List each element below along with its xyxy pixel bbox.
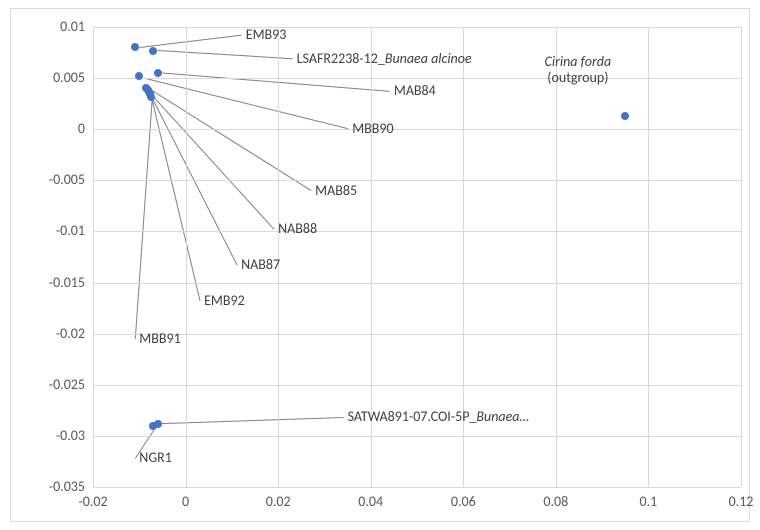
- data-label-MAB85: MAB85: [315, 182, 357, 199]
- gridline-h: [93, 487, 741, 488]
- gridline-h: [93, 129, 741, 130]
- gridline-h: [93, 231, 741, 232]
- gridline-h: [93, 385, 741, 386]
- leader-line-MBB90: [144, 78, 348, 129]
- gridline-v: [648, 27, 649, 487]
- gridline-h: [93, 436, 741, 437]
- data-label-SATWA: SATWA891-07.COI-5P_Bunaea…: [348, 408, 530, 425]
- gridline-v: [741, 27, 742, 487]
- leader-line-NAB88: [149, 92, 274, 229]
- scatter-point-MAB84: [154, 69, 162, 77]
- scatter-point-NGR1: [149, 422, 157, 430]
- leader-line-MBB91: [135, 99, 152, 339]
- scatter-point-EMB93: [131, 43, 139, 51]
- y-tick-label: -0.005: [49, 171, 85, 188]
- y-tick-label: 0: [78, 120, 85, 137]
- leader-line-MAB85: [149, 88, 312, 190]
- leader-line-MAB84: [162, 73, 389, 91]
- data-label-NAB87: NAB87: [241, 256, 280, 273]
- data-label-MBB90: MBB90: [352, 120, 393, 137]
- y-tick-label: -0.02: [56, 325, 85, 342]
- gridline-h: [93, 78, 741, 79]
- y-tick-label: 0.005: [53, 69, 85, 86]
- gridline-v: [93, 27, 94, 487]
- x-tick-label: 0.02: [266, 493, 291, 510]
- plot-area: EMB93 LSAFR2238-12_Bunaea alcinoe Cirina f…: [93, 27, 741, 487]
- gridline-h: [93, 283, 741, 284]
- data-label-NGR1: NGR1: [139, 449, 172, 466]
- data-label-outgroup: Cirina forda(outgroup): [545, 54, 612, 86]
- x-tick-label: -0.02: [78, 493, 107, 510]
- gridline-h: [93, 27, 741, 28]
- leader-line-EMB92: [151, 97, 200, 301]
- gridline-h: [93, 180, 741, 181]
- y-tick-label: 0.01: [60, 18, 85, 35]
- scatter-point-MBB91: [147, 93, 155, 101]
- leader-line-LSAFR: [158, 51, 293, 59]
- data-label-MAB84: MAB84: [394, 82, 436, 99]
- gridline-v: [186, 27, 187, 487]
- x-tick-label: 0.08: [543, 493, 568, 510]
- leader-line-EMB93: [139, 35, 241, 47]
- scatter-point-MBB90: [135, 72, 143, 80]
- scatter-point-LSAFR: [149, 47, 157, 55]
- scatter-point-outgroup: [621, 112, 629, 120]
- y-tick-label: -0.015: [49, 274, 85, 291]
- data-label-EMB93: EMB93: [246, 26, 287, 43]
- gridline-v: [556, 27, 557, 487]
- data-label-EMB92: EMB92: [204, 292, 245, 309]
- chart-container: EMB93 LSAFR2238-12_Bunaea alcinoe Cirina f…: [10, 8, 750, 522]
- gridline-h: [93, 334, 741, 335]
- x-tick-label: 0.06: [451, 493, 476, 510]
- data-label-MBB91: MBB91: [139, 330, 180, 347]
- x-tick-label: 0.04: [358, 493, 383, 510]
- data-label-LSAFR: LSAFR2238-12_Bunaea alcinoe: [297, 50, 472, 67]
- x-tick-label: 0.1: [640, 493, 658, 510]
- x-tick-label: 0: [182, 493, 189, 510]
- y-tick-label: -0.025: [49, 376, 85, 393]
- y-tick-label: -0.03: [56, 427, 85, 444]
- y-tick-label: -0.01: [56, 222, 85, 239]
- x-tick-label: 0.12: [729, 493, 754, 510]
- leader-line-SATWA: [162, 417, 344, 423]
- data-label-NAB88: NAB88: [278, 220, 317, 237]
